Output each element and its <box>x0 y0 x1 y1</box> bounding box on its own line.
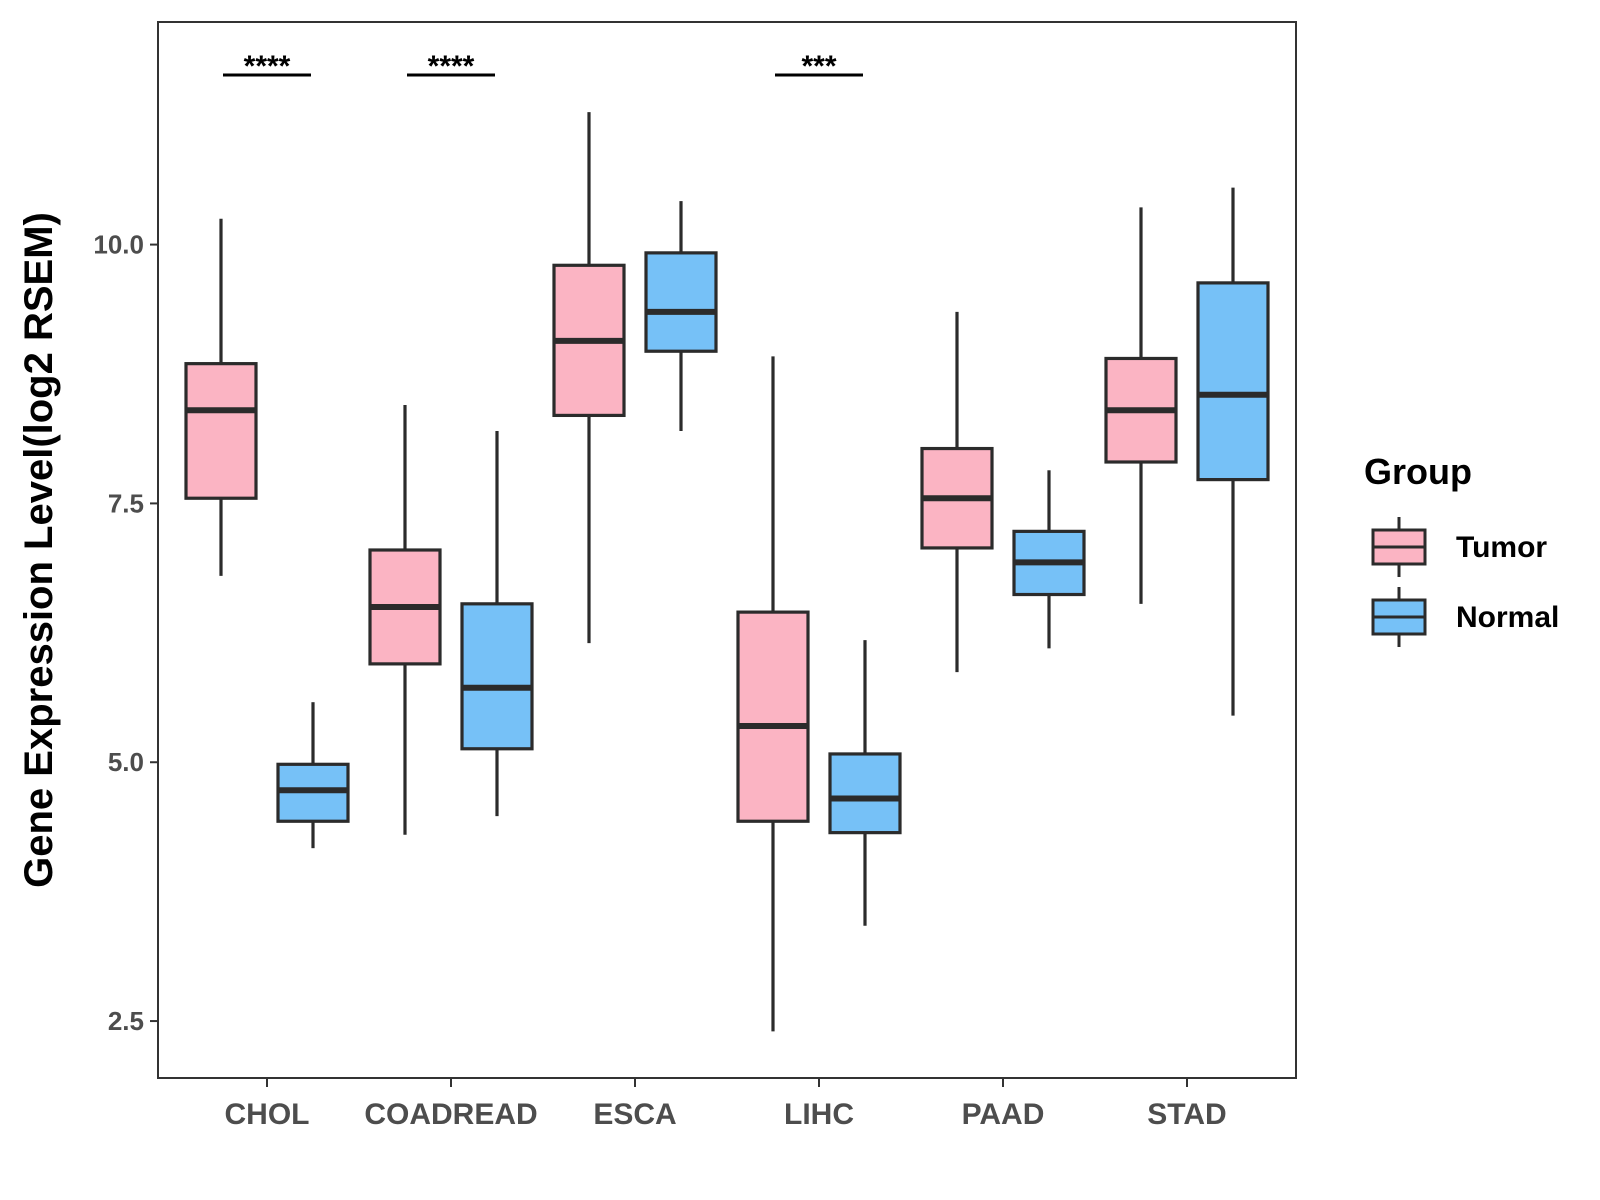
box-stad-normal <box>1196 187 1270 716</box>
legend: Group Tumor Normal <box>1364 451 1559 647</box>
significance-label: **** <box>428 50 475 83</box>
legend-label-normal: Normal <box>1456 601 1559 634</box>
box-iqr <box>1196 281 1270 482</box>
x-tick-label-chol: CHOL <box>225 1098 310 1131</box>
legend-label-tumor: Tumor <box>1456 531 1547 564</box>
legend-key-tumor <box>1371 517 1427 577</box>
x-tick-label-lihc: LIHC <box>784 1098 854 1131</box>
box-chol-normal <box>276 702 350 849</box>
box-lihc-tumor <box>736 356 810 1032</box>
box-iqr <box>460 602 534 751</box>
x-tick-label-stad: STAD <box>1147 1098 1226 1131</box>
x-axis: CHOL COADREAD ESCA LIHC PAAD STAD <box>225 1078 1227 1131</box>
x-tick-label-coadread: COADREAD <box>364 1098 537 1131</box>
legend-title: Group <box>1364 451 1472 492</box>
box-coadread-normal <box>460 430 534 817</box>
significance-label: **** <box>244 50 291 83</box>
x-tick-label-esca: ESCA <box>593 1098 676 1131</box>
box-paad-normal <box>1012 470 1086 649</box>
box-iqr <box>644 251 718 353</box>
plot-panel <box>157 21 1297 1079</box>
box-paad-tumor <box>920 311 994 673</box>
box-iqr <box>736 610 810 823</box>
significance-annotations: **** **** *** <box>223 50 863 83</box>
x-tick-label-paad: PAAD <box>962 1098 1045 1131</box>
box-esca-tumor <box>552 112 626 644</box>
box-group <box>184 112 1270 1032</box>
y-axis: 2.5 5.0 7.5 10.0 <box>93 230 158 1036</box>
y-tick-label: 2.5 <box>108 1006 144 1036</box>
box-lihc-normal <box>828 640 902 926</box>
box-iqr <box>184 362 258 500</box>
box-iqr <box>828 752 902 835</box>
y-axis-title: Gene Expression Level(log2 RSEM) <box>17 212 61 888</box>
y-tick-label: 10.0 <box>93 230 144 260</box>
box-chol-tumor <box>184 218 258 576</box>
box-esca-normal <box>644 201 718 431</box>
significance-label: *** <box>801 50 836 83</box>
y-tick-label: 5.0 <box>108 747 144 777</box>
y-tick-label: 7.5 <box>108 488 144 518</box>
box-coadread-tumor <box>368 405 442 835</box>
box-stad-tumor <box>1104 207 1178 604</box>
legend-key-normal <box>1371 587 1427 647</box>
